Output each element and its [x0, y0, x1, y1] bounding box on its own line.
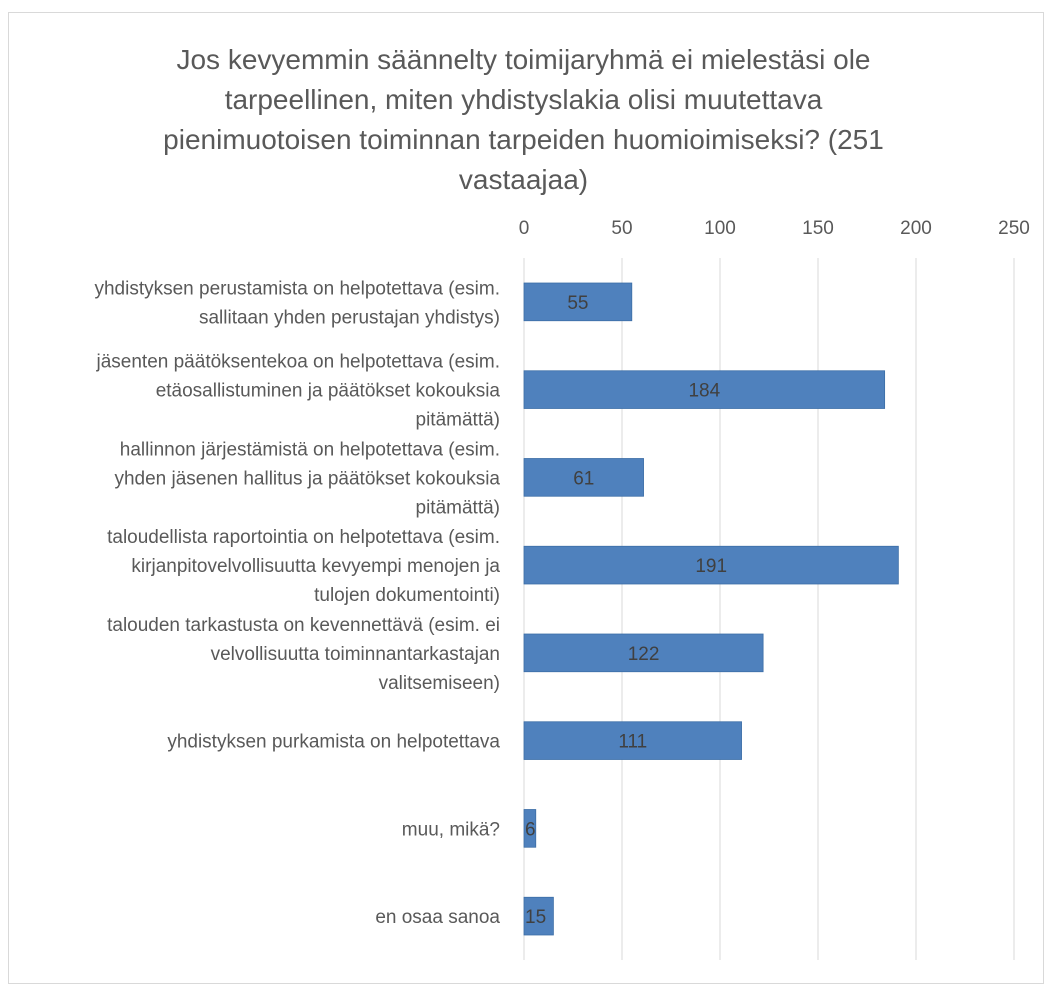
data-label: 61: [573, 468, 594, 489]
category-label-line: hallinnon järjestämistä on helpotettava …: [120, 439, 500, 460]
data-label: 111: [618, 732, 647, 753]
bar: [523, 545, 899, 585]
x-tick-label: 250: [998, 218, 1030, 239]
bar: [523, 282, 633, 322]
data-label: 6: [525, 819, 536, 840]
chart-title-line: pienimuotoisen toiminnan tarpeiden huomi…: [163, 124, 884, 155]
category-label-line: jäsenten päätöksentekoa on helpotettava …: [96, 352, 501, 373]
category-label: yhdistyksen purkamista on helpotettava: [167, 732, 500, 753]
category-label: muu, mikä?: [402, 819, 500, 840]
category-label-line: en osaa sanoa: [375, 907, 500, 928]
category-label-line: pitämättä): [416, 497, 500, 518]
category-label: yhdistyksen perustamista on helpotettava…: [94, 278, 500, 328]
category-label: jäsenten päätöksentekoa on helpotettava …: [96, 352, 501, 431]
category-label-line: yhdistyksen perustamista on helpotettava…: [94, 278, 500, 299]
x-tick-label: 100: [704, 218, 736, 239]
category-label-line: yhdistyksen purkamista on helpotettava: [167, 732, 500, 753]
x-tick-label: 50: [611, 218, 632, 239]
x-tick-label: 150: [802, 218, 834, 239]
category-label-line: kirjanpitovelvollisuutta kevyempi menoje…: [131, 556, 500, 577]
category-label-line: velvollisuutta toiminnantarkastajan: [211, 644, 500, 665]
x-tick-label: 0: [519, 218, 530, 239]
data-label: 184: [688, 381, 720, 402]
category-label: taloudellista raportointia on helpotetta…: [107, 527, 500, 606]
category-label-line: tulojen dokumentointi): [314, 585, 500, 606]
category-label-line: pitämättä): [416, 410, 500, 431]
category-label: talouden tarkastusta on kevennettävä (es…: [107, 615, 500, 694]
bar: [523, 370, 886, 409]
category-label: en osaa sanoa: [375, 907, 500, 928]
bar: [523, 633, 764, 673]
category-label-line: etäosallistuminen ja päätökset kokouksia: [156, 381, 501, 402]
data-label: 122: [628, 644, 660, 665]
category-label-line: yhden jäsenen hallitus ja päätökset koko…: [114, 468, 500, 489]
data-label: 15: [525, 907, 546, 928]
bar: [523, 458, 644, 497]
bar: [523, 721, 742, 760]
category-label-line: taloudellista raportointia on helpotetta…: [107, 527, 500, 548]
bar: [523, 896, 554, 936]
chart-title-line: Jos kevyemmin säännelty toimijaryhmä ei …: [176, 44, 871, 75]
chart-title: Jos kevyemmin säännelty toimijaryhmä ei …: [0, 40, 1047, 200]
chart-title-line: tarpeellinen, miten yhdistyslakia olisi …: [224, 84, 823, 115]
category-label-line: talouden tarkastusta on kevennettävä (es…: [107, 615, 500, 636]
data-label: 191: [695, 556, 727, 577]
category-label: hallinnon järjestämistä on helpotettava …: [114, 439, 500, 518]
bar: [523, 809, 537, 848]
data-label: 55: [567, 293, 588, 314]
chart-title-line: vastaajaa): [458, 164, 589, 195]
x-tick-label: 200: [900, 218, 932, 239]
category-label-line: muu, mikä?: [402, 819, 500, 840]
category-label-line: valitsemiseen): [379, 673, 500, 694]
category-label-line: sallitaan yhden perustajan yhdistys): [199, 307, 500, 328]
